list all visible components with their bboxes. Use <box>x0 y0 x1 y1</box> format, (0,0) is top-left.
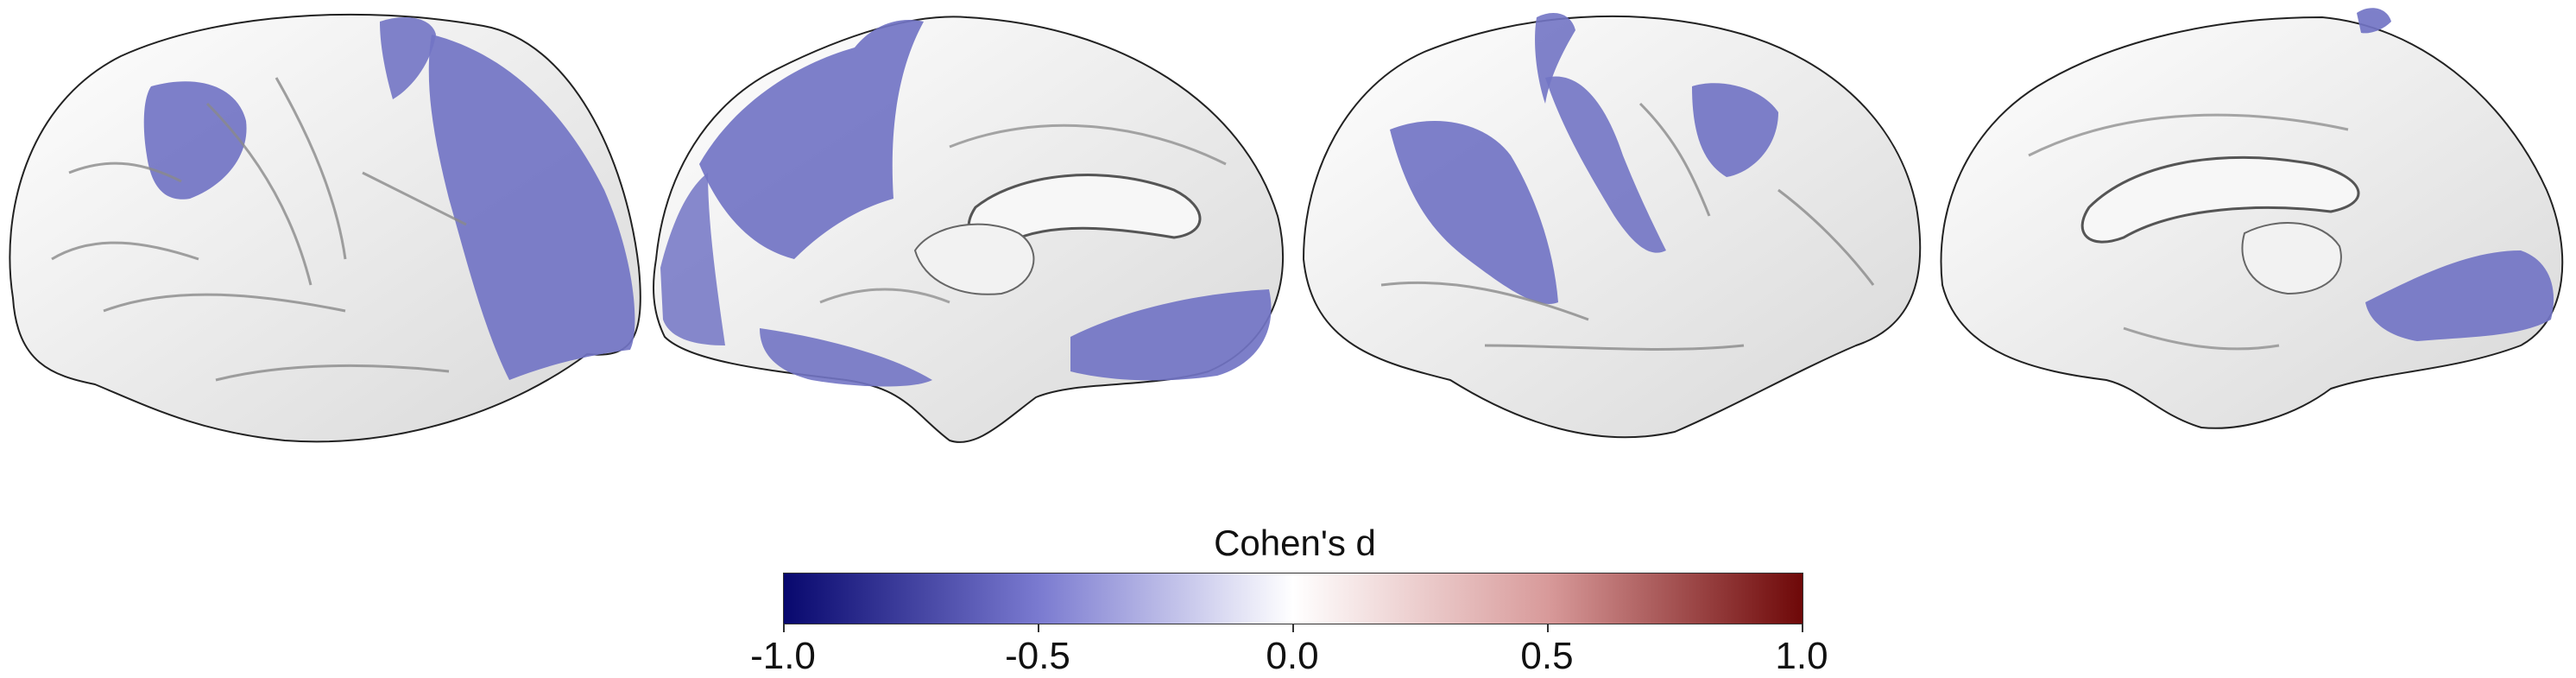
brain-right-medial <box>1940 8 2564 429</box>
tick-label: -0.5 <box>1005 635 1070 677</box>
tick-mark <box>1038 624 1039 632</box>
brain-left-lateral <box>9 13 641 443</box>
tick-mark <box>1292 624 1294 632</box>
colorbar-title: Cohen's d <box>1214 523 1376 563</box>
brain-left-medial <box>653 16 1285 443</box>
brain-right-lateral <box>1302 13 1922 439</box>
tick-mark <box>1802 624 1803 632</box>
tick-mark <box>1547 624 1549 632</box>
tick-label: 1.0 <box>1775 635 1828 677</box>
tick-label: -1.0 <box>750 635 816 677</box>
tick-label: 0.5 <box>1520 635 1574 677</box>
tick-mark <box>783 624 785 632</box>
colorbar <box>783 573 1803 624</box>
brain-surface-panels <box>9 8 2564 443</box>
tick-label: 0.0 <box>1266 635 1319 677</box>
